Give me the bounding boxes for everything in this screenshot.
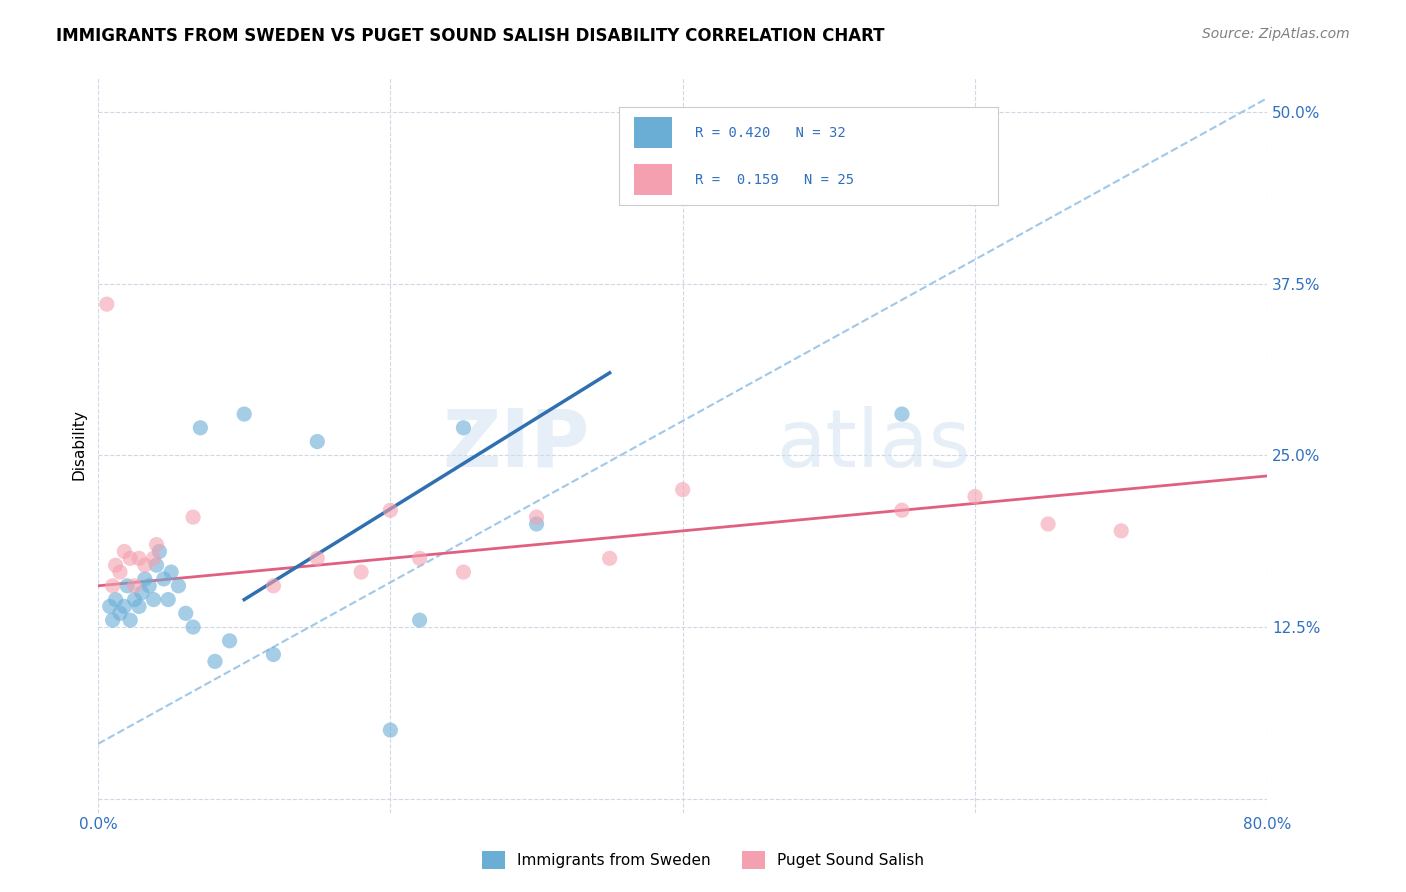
Legend: Immigrants from Sweden, Puget Sound Salish: Immigrants from Sweden, Puget Sound Sali… (477, 845, 929, 875)
Point (157, 592, 180, 607)
Point (453, 565, 475, 579)
Point (1109, 524, 1132, 538)
Point (104, 558, 127, 573)
Point (145, 538, 167, 552)
Point (104, 592, 127, 607)
Point (108, 565, 131, 579)
Point (112, 599, 135, 614)
Point (408, 613, 430, 627)
Point (963, 490, 986, 504)
Point (890, 503, 912, 517)
Point (307, 434, 329, 449)
Point (380, 503, 402, 517)
Point (204, 654, 226, 668)
Point (526, 510, 548, 524)
Point (218, 633, 240, 648)
Text: Source: ZipAtlas.com: Source: ZipAtlas.com (1202, 27, 1350, 41)
Point (890, 407, 912, 421)
Point (262, 648, 284, 662)
Point (138, 579, 160, 593)
Point (380, 723, 402, 737)
Point (124, 592, 146, 607)
Point (153, 572, 176, 586)
Point (174, 607, 197, 621)
Point (350, 565, 373, 579)
Text: ZIP: ZIP (441, 406, 589, 484)
Point (128, 599, 150, 614)
Point (117, 579, 139, 593)
Point (145, 558, 167, 573)
Point (134, 572, 156, 586)
Point (101, 579, 124, 593)
Point (526, 516, 548, 531)
Point (307, 551, 329, 566)
Point (453, 421, 475, 435)
Point (1036, 516, 1059, 531)
Text: atlas: atlas (776, 406, 970, 484)
Text: IMMIGRANTS FROM SWEDEN VS PUGET SOUND SALISH DISABILITY CORRELATION CHART: IMMIGRANTS FROM SWEDEN VS PUGET SOUND SA… (56, 27, 884, 45)
Point (128, 551, 150, 566)
Point (233, 407, 256, 421)
Point (142, 592, 165, 607)
Point (181, 620, 204, 634)
Point (101, 613, 124, 627)
Point (408, 551, 430, 566)
Point (181, 510, 204, 524)
Point (190, 421, 212, 435)
Y-axis label: Disability: Disability (72, 409, 86, 481)
Point (96, 297, 118, 311)
Text: R =  0.159   N = 25: R = 0.159 N = 25 (695, 173, 853, 186)
Point (124, 579, 146, 593)
Bar (634, 117, 672, 148)
Point (148, 544, 170, 558)
Bar (634, 164, 672, 195)
Point (120, 613, 142, 627)
Point (167, 579, 190, 593)
Point (160, 565, 183, 579)
Point (262, 579, 284, 593)
Point (599, 551, 621, 566)
Point (672, 483, 695, 497)
Text: R = 0.420   N = 32: R = 0.420 N = 32 (695, 126, 845, 139)
Point (98, 599, 121, 614)
Point (120, 551, 142, 566)
Point (142, 551, 165, 566)
Point (112, 544, 135, 558)
Point (131, 585, 153, 599)
Point (134, 558, 156, 573)
Point (108, 607, 131, 621)
